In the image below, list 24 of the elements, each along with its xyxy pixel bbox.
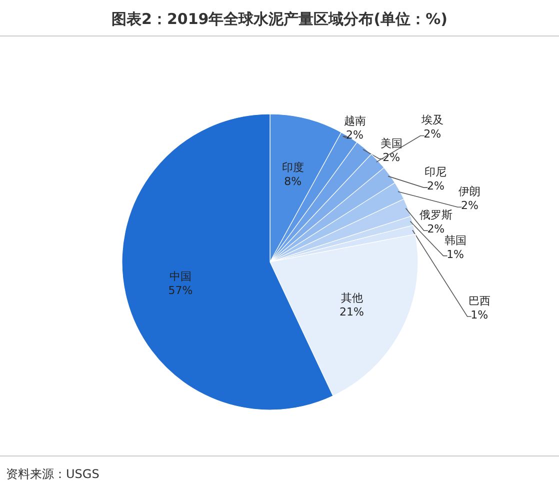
text: 资料来源：USGS — [6, 467, 100, 481]
data-label: 2% — [427, 222, 445, 236]
data-label: 2% — [346, 128, 364, 142]
slice-label: 埃及 — [420, 114, 444, 127]
slice-label: 伊朗 — [458, 185, 481, 198]
data-label: 1% — [446, 248, 464, 261]
slice-label: 其他 — [340, 292, 363, 305]
slice-label: 印度 — [282, 161, 304, 174]
chart-title: 图表2：2019年全球水泥产量区域分布(单位：%) — [112, 10, 448, 28]
slice-label: 美国 — [380, 136, 402, 150]
slice-label: 巴西 — [468, 294, 490, 308]
slice-label: 印尼 — [424, 166, 447, 179]
slice-label: 中国 — [169, 270, 192, 284]
data-label: 1% — [470, 308, 488, 322]
data-label: 8% — [284, 175, 302, 188]
data-label: 57% — [168, 284, 193, 298]
slice-label: 越南 — [344, 114, 366, 128]
data-label: 2% — [424, 128, 442, 141]
data-label: 21% — [340, 306, 364, 319]
slice-label: 韩国 — [444, 234, 466, 247]
data-label: 2% — [382, 150, 400, 164]
data-label: 2% — [427, 180, 444, 193]
slice-label: 俄罗斯 — [419, 208, 452, 222]
data-label: 2% — [460, 199, 478, 212]
